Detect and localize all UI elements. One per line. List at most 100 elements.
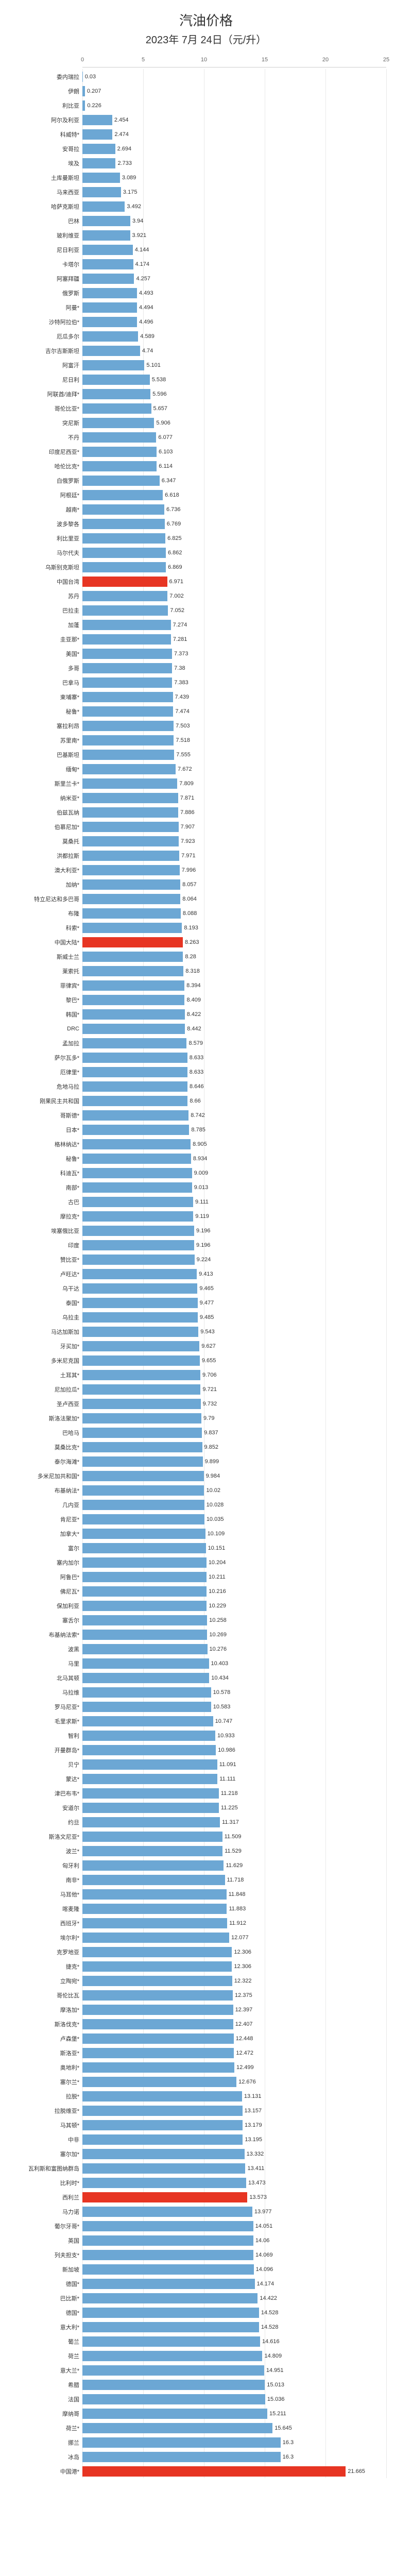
bar-label: 巴拿马 xyxy=(62,679,82,687)
bar-rect: 6.825 xyxy=(82,533,165,544)
bar-row: 秘鲁*8.934 xyxy=(82,1151,386,1166)
bar-value: 11.317 xyxy=(220,1819,239,1825)
bar-value: 12.375 xyxy=(233,1992,252,1998)
bar-value: 13.977 xyxy=(252,2209,272,2215)
bar-rect: 4.589 xyxy=(82,331,138,342)
bar-label: 波多黎各 xyxy=(57,520,82,528)
bar-label: 泰尔海滩* xyxy=(55,1458,82,1466)
bar-label: 莱索托 xyxy=(62,967,82,975)
bar-rect: 10.258 xyxy=(82,1615,207,1625)
bar-rect: 8.064 xyxy=(82,894,180,904)
bar-value: 11.509 xyxy=(222,1834,242,1840)
bar-rect: 14.051 xyxy=(82,2221,253,2231)
bar-value: 6.618 xyxy=(163,492,179,498)
bar-value: 4.174 xyxy=(133,261,150,267)
bar-label: 塞尔兰* xyxy=(60,2078,82,2086)
bar-row: 贝宁11.091 xyxy=(82,1757,386,1772)
bar-value: 10.229 xyxy=(207,1603,226,1609)
bar-label: 马其顿* xyxy=(60,2121,82,2129)
bar-rect: 14.422 xyxy=(82,2293,258,2303)
bar-rect: 8.318 xyxy=(82,966,183,976)
bar-rect: 7.002 xyxy=(82,591,167,601)
bar-label: 哈萨克斯坦 xyxy=(51,202,82,211)
bar-rect: 14.616 xyxy=(82,2336,260,2347)
bar-label: 中国港* xyxy=(60,2467,82,2476)
bar-rect: 6.077 xyxy=(82,432,156,443)
bar-row: 瓦利斯和富图纳群岛13.411 xyxy=(82,2161,386,2176)
bar-rect: 16.3 xyxy=(82,2452,281,2462)
bar-row: 阿尔及利亚2.454 xyxy=(82,113,386,127)
bar-rect: 5.657 xyxy=(82,403,151,414)
bar-rect: 12.306 xyxy=(82,1947,232,1957)
bar-value: 6.971 xyxy=(167,579,184,585)
bar-row: 利比亚0.226 xyxy=(82,98,386,113)
bar-value: 6.103 xyxy=(157,449,173,455)
x-tick: 15 xyxy=(262,57,268,63)
bar-row: 塞内加尔10.204 xyxy=(82,1555,386,1570)
bar-row: 哈萨克斯坦3.492 xyxy=(82,199,386,214)
bar-rect: 3.492 xyxy=(82,201,125,212)
bar-rect: 9.477 xyxy=(82,1298,198,1308)
bar-label: 多米尼加共和国* xyxy=(38,1472,82,1480)
bar-row: 尼日利亚4.144 xyxy=(82,243,386,257)
bar-label: 突尼斯 xyxy=(62,419,82,427)
bar-value: 11.883 xyxy=(227,1906,246,1912)
bar-label: 马尔代夫 xyxy=(57,549,82,557)
bar-label: 加纳* xyxy=(66,880,82,889)
bar-rect: 0.207 xyxy=(82,86,85,96)
bar-row: 乌斯别克斯坦6.869 xyxy=(82,560,386,574)
bar-label: 多米尼克国 xyxy=(51,1357,82,1365)
bar-row: 卡塔尔4.174 xyxy=(82,257,386,272)
x-tick: 25 xyxy=(383,57,389,63)
bar-rect: 9.706 xyxy=(82,1370,200,1380)
bar-value: 8.66 xyxy=(187,1098,200,1104)
bar-value: 3.94 xyxy=(130,218,143,224)
bar-row: 委内瑞拉0.03 xyxy=(82,70,386,84)
bar-row: 尼日利5.538 xyxy=(82,372,386,387)
bar-row: 意大兰*14.951 xyxy=(82,2363,386,2378)
bar-row: 玻利维亚3.921 xyxy=(82,228,386,243)
bar-label: 塞内加尔 xyxy=(57,1558,82,1567)
bar-value: 8.193 xyxy=(182,925,198,931)
bar-value: 9.732 xyxy=(201,1401,217,1407)
bar-row: 毛里求斯*10.747 xyxy=(82,1714,386,1728)
bar-row: 列夫担支*14.069 xyxy=(82,2248,386,2262)
bar-rect: 15.013 xyxy=(82,2380,265,2390)
bar-rect: 10.986 xyxy=(82,1745,216,1755)
bar-rect: 0.03 xyxy=(82,72,83,82)
bar-rect: 2.694 xyxy=(82,144,115,154)
bar-rect: 7.383 xyxy=(82,677,172,688)
bar-row: 哥斯德*8.742 xyxy=(82,1108,386,1123)
bar-row: 哥伦比亚*5.657 xyxy=(82,401,386,416)
bar-row: 乌干达9.465 xyxy=(82,1281,386,1296)
bar-rect: 9.984 xyxy=(82,1471,204,1481)
bar-label: 阿曼* xyxy=(66,303,82,312)
bar-row: 克罗地亚12.306 xyxy=(82,1945,386,1959)
bar-rect: 7.672 xyxy=(82,764,176,774)
bar-label: 摩拉克* xyxy=(60,1212,82,1221)
bar-value: 12.322 xyxy=(232,1978,252,1984)
bar-row: 多米尼加共和国*9.984 xyxy=(82,1469,386,1483)
bar-label: 柬埔寨* xyxy=(60,693,82,701)
bar-value: 12.472 xyxy=(234,2050,253,2056)
bar-value: 7.923 xyxy=(179,838,195,844)
bar-value: 13.195 xyxy=(243,2137,262,2143)
bar-value: 13.157 xyxy=(243,2108,262,2114)
bar-label: 沙特阿拉伯* xyxy=(49,318,82,326)
bar-row: 佛尼瓦*10.216 xyxy=(82,1584,386,1599)
bar-label: 莫桑比克* xyxy=(55,1443,82,1451)
bar-rect: 7.503 xyxy=(82,721,174,731)
bar-rect: 10.269 xyxy=(82,1630,207,1640)
bar-label: 阿联酋/迪拜* xyxy=(47,390,82,398)
bar-rect: 11.718 xyxy=(82,1875,225,1885)
bar-value: 9.837 xyxy=(202,1430,218,1436)
bar-row: 葡兰14.616 xyxy=(82,2334,386,2349)
bar-row: 塞尔兰*12.676 xyxy=(82,2075,386,2089)
bar-value: 7.052 xyxy=(168,607,184,614)
bar-label: 冰岛 xyxy=(68,2453,82,2461)
bar-row: 波兰*11.529 xyxy=(82,1844,386,1858)
bar-label: 津巴布韦* xyxy=(55,1789,82,1798)
bar-label: 阿塞拜疆 xyxy=(57,275,82,283)
bar-row: 喀麦隆11.883 xyxy=(82,1902,386,1916)
bar-rect: 9.837 xyxy=(82,1428,202,1438)
